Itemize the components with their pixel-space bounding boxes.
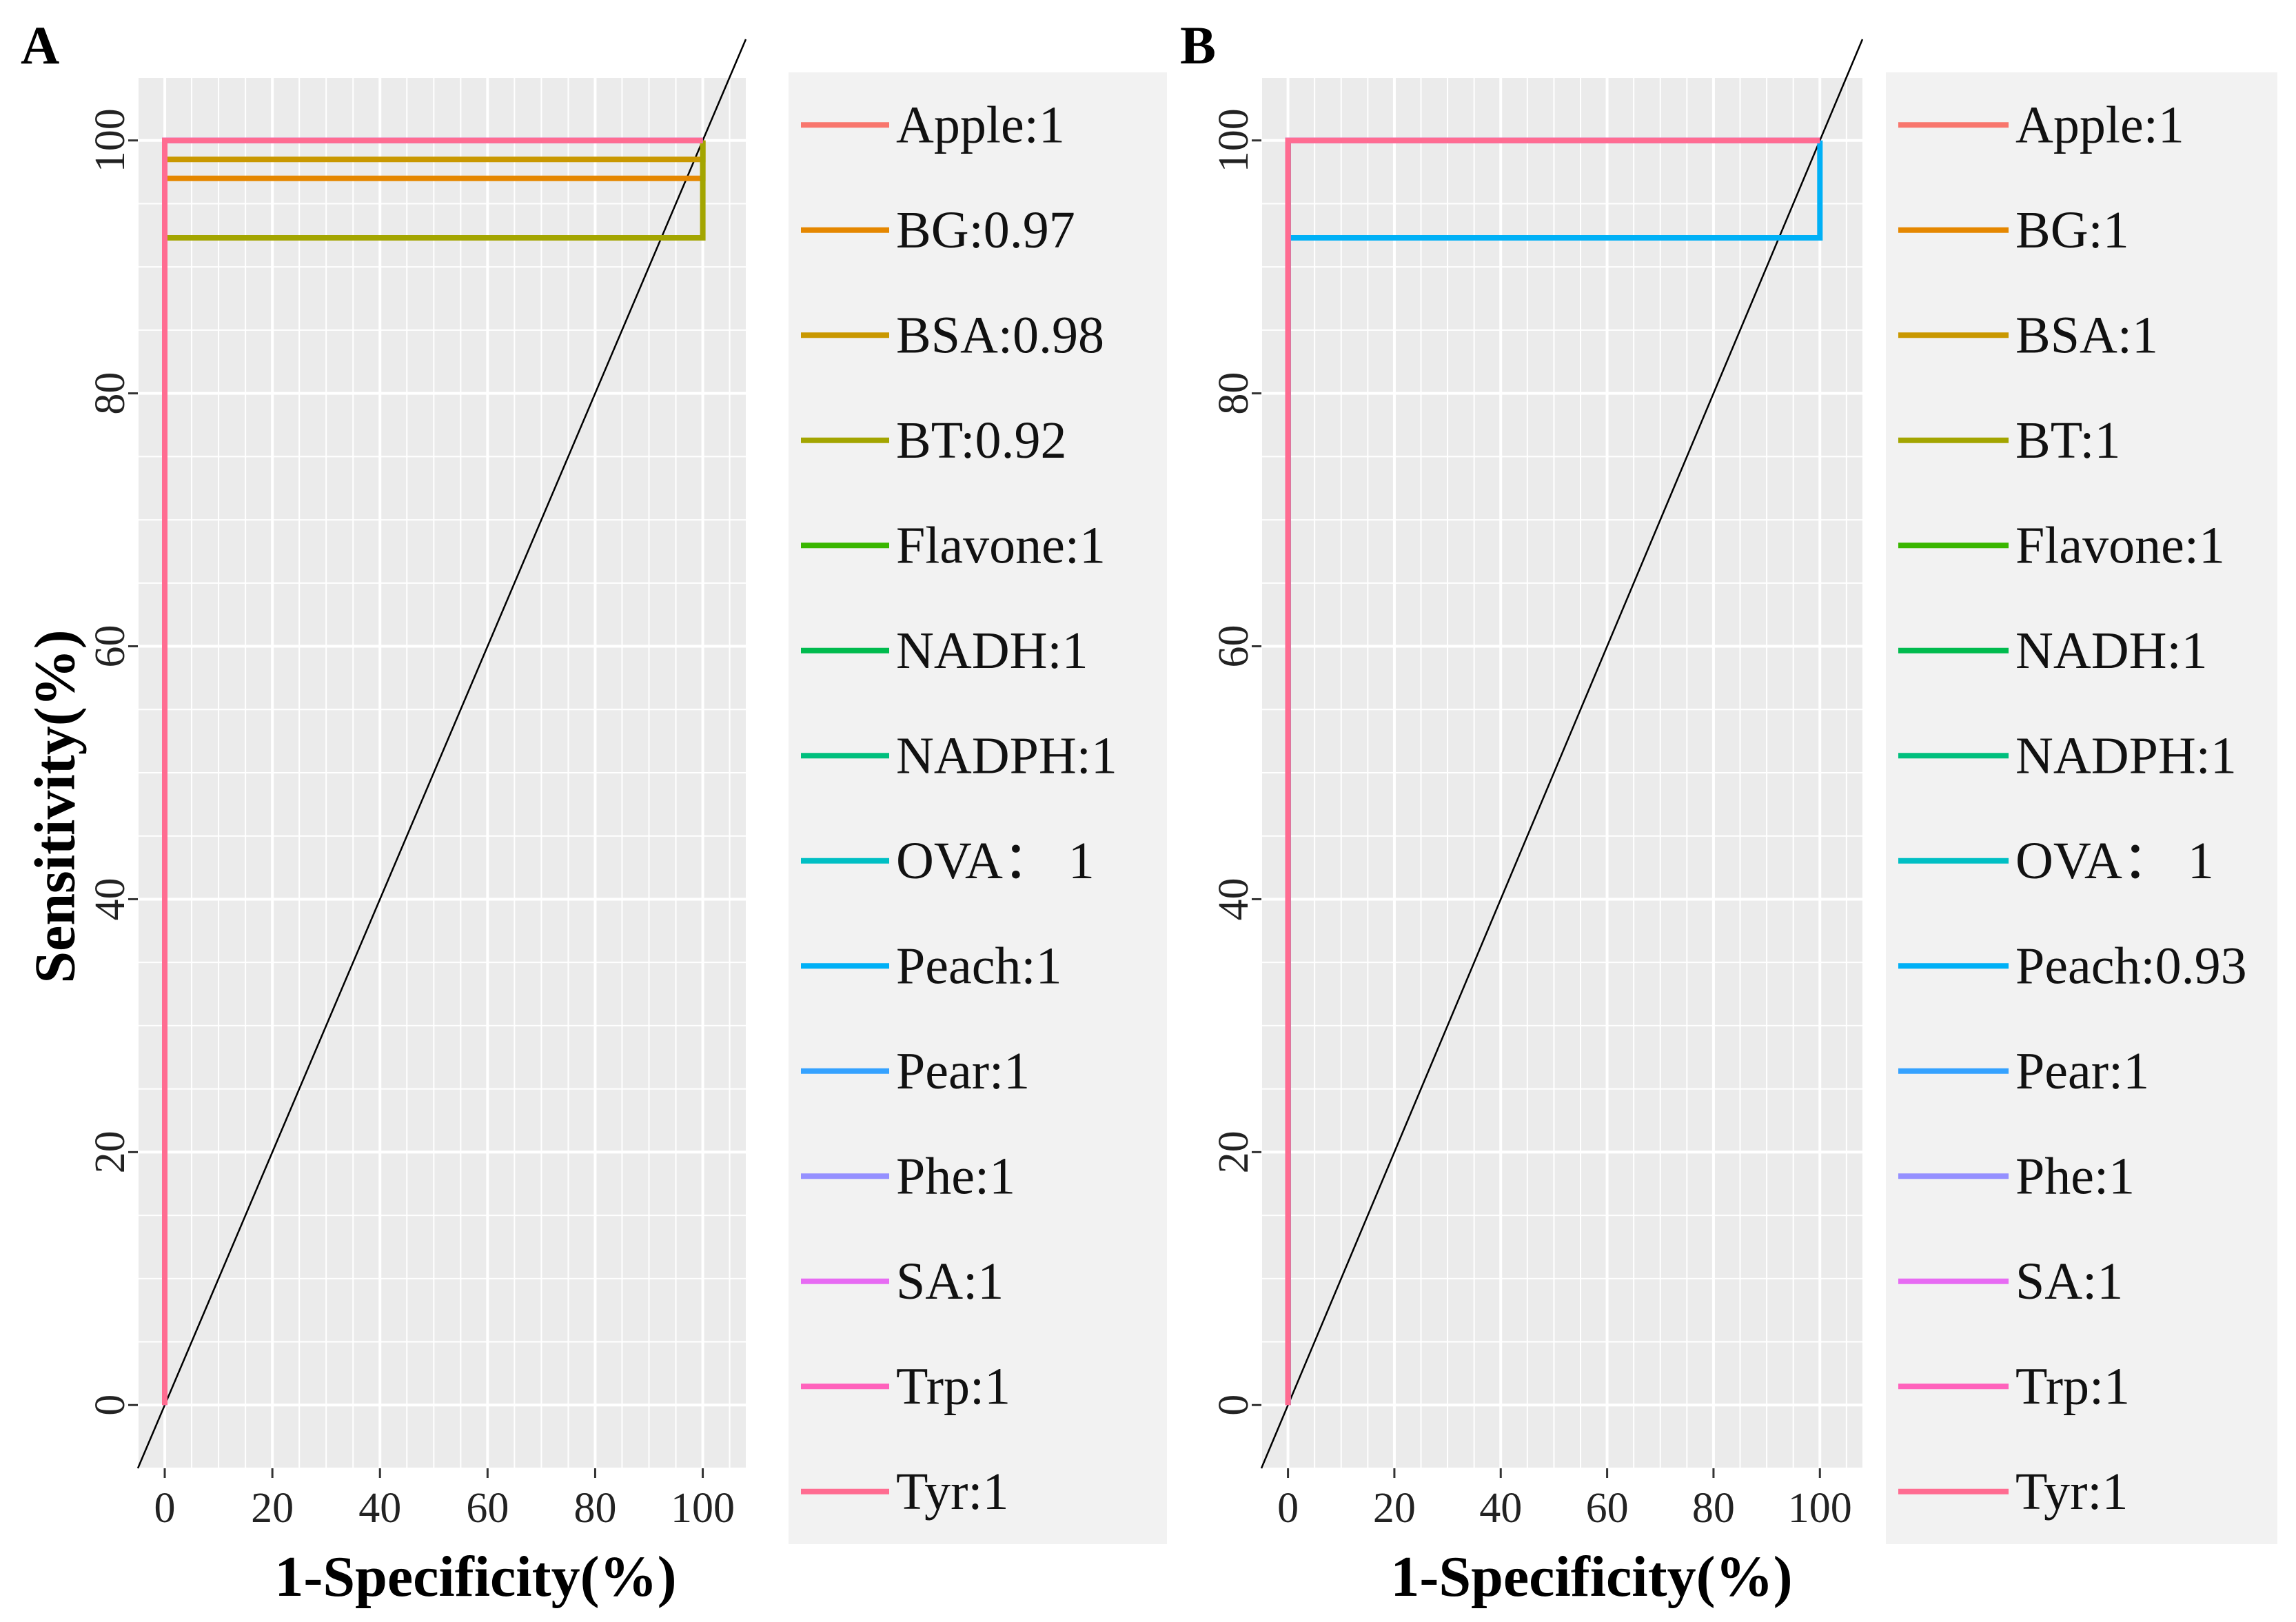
legend-item: NADH:1 [801,622,1088,680]
legend-item: Phe:1 [801,1147,1015,1205]
legend-label: SA:1 [2015,1253,2123,1310]
legend-label: Trp:1 [896,1357,1010,1415]
y-tick-label: 20 [1210,1131,1257,1173]
y-tick-label: 0 [1210,1395,1257,1416]
x-tick-label: 100 [671,1485,735,1532]
x-tick-label: 0 [154,1485,176,1532]
legend-item: SA:1 [801,1253,1004,1310]
panel-b: B 0 20 40 60 80 100 0 20 40 60 80 100 1-Specificity(%… [1180,15,2277,1609]
legend-background [789,72,1167,1544]
x-tick-label: 100 [1788,1485,1852,1532]
legend-label: BSA:1 [2015,306,2158,364]
legend: Apple:1 BG:1 BSA:1 BT:1 Flavone:1 NADH:1 NADPH… [1886,72,2277,1544]
legend-item: Apple:1 [1898,96,2184,154]
legend-label: OVA： 1 [896,832,1095,890]
y-tick-label: 40 [87,878,134,920]
x-tick-label: 20 [1373,1485,1416,1532]
legend-item: Trp:1 [801,1357,1010,1415]
legend-label: Pear:1 [896,1042,1030,1100]
legend-item: BSA:1 [1898,306,2158,364]
x-tick-label: 20 [251,1485,294,1532]
legend-item: NADPH:1 [1898,727,2237,784]
legend-label: BT:0.92 [896,412,1066,469]
y-axis-title: Sensitivity(%) [23,629,88,983]
legend-label: Tyr:1 [2015,1463,2129,1521]
y-tick-label: 0 [87,1395,134,1416]
legend-item: BSA:0.98 [801,306,1104,364]
legend-label: Tyr:1 [896,1463,1009,1521]
legend-item: BG:1 [1898,201,2129,259]
legend-label: Peach:1 [896,937,1062,995]
x-tick-label: 40 [358,1485,401,1532]
legend-item: BT:1 [1898,412,2120,469]
legend-item: Tyr:1 [1898,1463,2129,1521]
y-tick-label: 100 [1210,108,1257,172]
diagonal-reference-line [136,39,747,1469]
y-tick-label: 80 [87,372,134,415]
diagonal-reference-line [1260,39,1864,1469]
legend-label: NADPH:1 [2015,727,2237,784]
legend-background [1886,72,2277,1544]
legend-item: OVA： 1 [1898,832,2214,890]
legend-label: Peach:0.93 [2015,937,2247,995]
roc-series-line [1285,137,1820,1406]
legend-item: Peach:1 [801,937,1062,995]
legend-item: NADH:1 [1898,622,2208,680]
legend-item: Flavone:1 [1898,516,2225,574]
legend-label: BG:0.97 [896,201,1075,259]
x-tick-label: 80 [1692,1485,1735,1532]
legend-label: Phe:1 [896,1147,1015,1205]
legend-item: SA:1 [1898,1253,2123,1310]
legend-item: BT:0.92 [801,412,1066,469]
legend-label: NADH:1 [896,622,1088,680]
legend-label: BG:1 [2015,201,2129,259]
legend-label: Apple:1 [2015,96,2184,154]
legend-label: OVA： 1 [2015,832,2214,890]
roc-series-line [162,137,703,1406]
legend-item: Flavone:1 [801,516,1106,574]
legend-item: Tyr:1 [801,1463,1009,1521]
legend-label: Pear:1 [2015,1042,2149,1100]
legend-item: BG:0.97 [801,201,1075,259]
legend-item: Phe:1 [1898,1147,2135,1205]
panel-letter: B [1180,15,1216,75]
legend-item: Trp:1 [1898,1357,2130,1415]
x-axis-title: 1-Specificity(%) [1390,1545,1792,1609]
x-tick-label: 80 [573,1485,616,1532]
y-tick-label: 60 [87,625,134,668]
legend-label: Trp:1 [2015,1357,2130,1415]
legend-item: NADPH:1 [801,727,1117,784]
x-tick-label: 60 [1586,1485,1629,1532]
y-tick-label: 100 [87,108,134,172]
legend-item: OVA： 1 [801,832,1095,890]
y-tick-label: 20 [87,1131,134,1173]
legend-label: SA:1 [896,1253,1004,1310]
legend-label: Phe:1 [2015,1147,2135,1205]
legend-label: Flavone:1 [2015,516,2225,574]
legend-label: BT:1 [2015,412,2120,469]
x-tick-label: 40 [1479,1485,1522,1532]
panel-a: A 0 20 40 60 80 100 0 20 40 60 80 100 1-Specificity(%… [21,15,1167,1609]
y-tick-label: 80 [1210,372,1257,415]
legend-item: Pear:1 [801,1042,1030,1100]
legend-item: Apple:1 [801,96,1065,154]
legend-label: BSA:0.98 [896,306,1104,364]
legend-label: NADPH:1 [896,727,1117,784]
legend-label: NADH:1 [2015,622,2208,680]
legend-label: Flavone:1 [896,516,1106,574]
legend-item: Peach:0.93 [1898,937,2247,995]
y-tick-label: 40 [1210,878,1257,920]
legend-label: Apple:1 [896,96,1065,154]
x-axis-title: 1-Specificity(%) [274,1545,676,1609]
x-tick-label: 0 [1277,1485,1299,1532]
legend-item: Pear:1 [1898,1042,2149,1100]
legend: Apple:1 BG:0.97 BSA:0.98 BT:0.92 Flavone:1 NA… [789,72,1167,1544]
panel-letter: A [21,15,59,75]
x-tick-label: 60 [466,1485,509,1532]
y-tick-label: 60 [1210,625,1257,668]
